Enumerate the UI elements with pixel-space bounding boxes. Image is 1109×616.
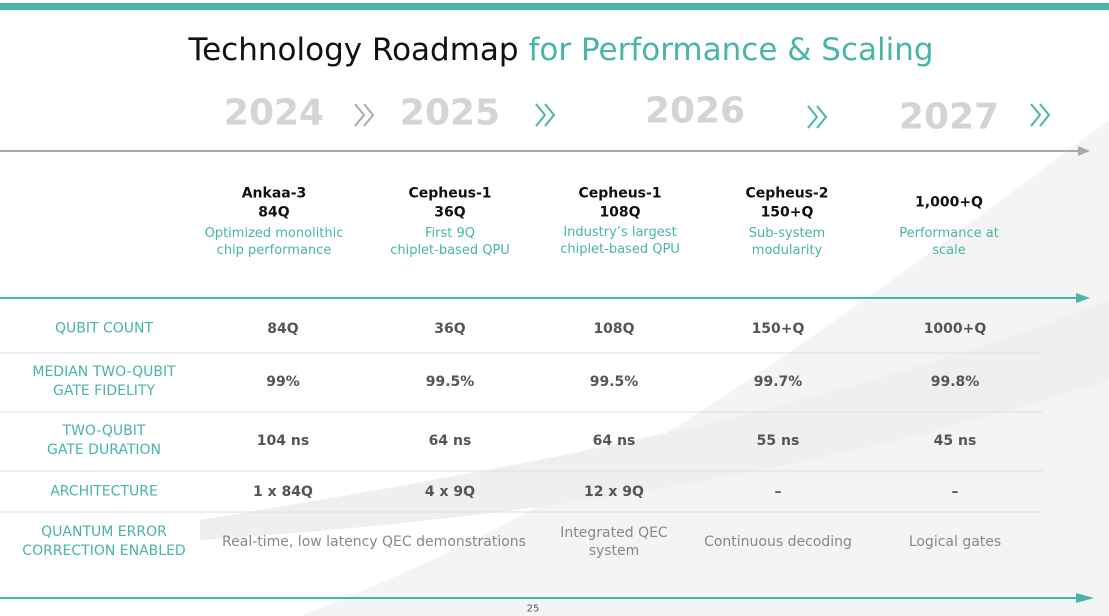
title-accent: for Performance & Scaling: [528, 32, 934, 68]
row-label: QUANTUM ERROR CORRECTION ENABLED: [22, 524, 186, 559]
qec-cell: Logical gates: [908, 534, 1002, 550]
chip-qubits: 108Q: [599, 204, 641, 221]
cell: 99.7%: [753, 374, 803, 390]
cell: 45 ns: [933, 433, 977, 449]
chip-qubits: 36Q: [434, 204, 466, 221]
chip-qubits: 84Q: [258, 204, 290, 221]
row-lines: [0, 352, 1042, 513]
title: Technology Roadmap for Performance & Sca…: [0, 32, 1109, 68]
cell: –: [951, 484, 959, 500]
row-label: ARCHITECTURE: [50, 483, 158, 500]
year: 2024: [223, 92, 325, 134]
chevrons: [354, 103, 1051, 129]
year: 2026: [644, 90, 746, 132]
cell: 55 ns: [756, 433, 800, 449]
cell: 4 x 9Q: [424, 484, 476, 500]
qec-cell: Real-time, low latency QEC demonstration…: [222, 534, 526, 550]
cell: 150+Q: [751, 321, 805, 337]
chip-description: Sub-system modularity: [748, 226, 826, 258]
chip-name: Cepheus-1: [578, 185, 662, 202]
swoosh: [200, 300, 1109, 540]
cell: 1 x 84Q: [253, 484, 313, 500]
qec-cell: Integrated QEC system: [560, 525, 668, 559]
year: 2027: [898, 96, 1000, 138]
cell: 99.8%: [930, 374, 980, 390]
page-number: 25: [526, 603, 540, 615]
title-main: Technology Roadmap: [188, 32, 519, 68]
cell: 1000+Q: [923, 321, 987, 337]
top-bar: [0, 3, 1109, 10]
swoosh: [300, 120, 1109, 616]
row-label: MEDIAN TWO-QUBIT GATE FIDELITY: [32, 364, 176, 399]
chip-name: Cepheus-1: [408, 185, 492, 202]
qec-cell: Continuous decoding: [704, 534, 852, 550]
cell: 99.5%: [425, 374, 475, 390]
chip-name: 1,000+Q: [915, 194, 983, 211]
chip-description: Optimized monolithic chip performance: [204, 226, 344, 258]
arrow-head: [1076, 593, 1094, 603]
cell: 99.5%: [589, 374, 639, 390]
chip-description: First 9Q chiplet-based QPU: [390, 226, 510, 258]
row-label: TWO-QUBIT GATE DURATION: [46, 423, 162, 458]
cell: 12 x 9Q: [584, 484, 644, 500]
chip-name: Ankaa-3: [241, 185, 307, 202]
chip-name: Cepheus-2: [745, 185, 829, 202]
arrow-head: [1076, 293, 1090, 303]
chip-description: Industry’s largest chiplet-based QPU: [560, 225, 680, 257]
year: 2025: [399, 92, 501, 134]
cell: 64 ns: [428, 433, 472, 449]
row-label: QUBIT COUNT: [54, 320, 154, 337]
chip-qubits: 150+Q: [760, 204, 814, 221]
cell: 108Q: [593, 321, 635, 337]
arrow-head: [1078, 146, 1090, 156]
cell: 104 ns: [256, 433, 310, 449]
chip-description: Performance at scale: [899, 226, 999, 258]
cell: 99%: [266, 374, 300, 390]
cell: 64 ns: [592, 433, 636, 449]
cell: 84Q: [267, 321, 299, 337]
cell: 36Q: [434, 321, 466, 337]
cell: –: [774, 484, 782, 500]
